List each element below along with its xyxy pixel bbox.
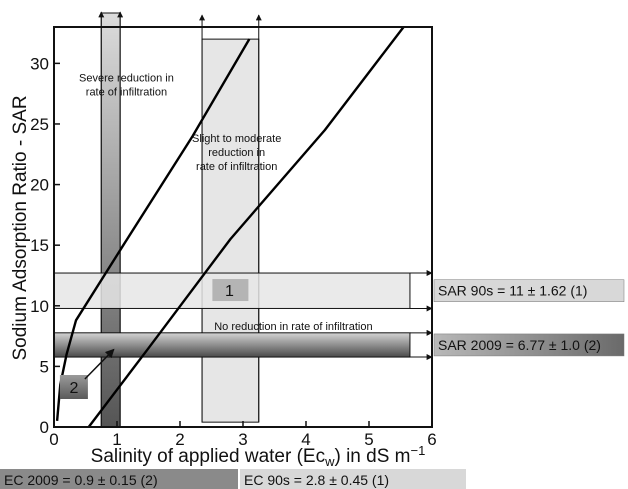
sar-2009-label-box (433, 333, 625, 357)
ec-2009-label-box (0, 469, 238, 489)
x-tick-label: 4 (301, 430, 310, 449)
zone-label-2: Slight to moderate reduction in rate of in… (192, 133, 281, 173)
sar-2009-band (53, 332, 411, 358)
y-tick-label: 30 (30, 54, 49, 73)
y-tick-label: 25 (30, 115, 49, 134)
marker-2-box (59, 375, 88, 399)
marker-2-arrow (84, 348, 115, 380)
series-line-2 (87, 26, 405, 428)
marker-2-label: 2 (69, 380, 78, 397)
y-tick-label: 0 (40, 418, 49, 437)
sar-90s-label-box (433, 279, 625, 302)
zone-label-1: Severe reduction in rate of infiltration (79, 73, 174, 99)
ec-2009-label: EC 2009 = 0.9 ± 0.15 (2) (4, 472, 158, 488)
x-tick-label: 6 (427, 430, 436, 449)
x-axis-title: Salinity of applied water (Ecw) in dS m−… (91, 443, 426, 469)
x-tick-label: 2 (175, 430, 184, 449)
ec-90s-label: EC 90s = 2.8 ± 0.45 (1) (244, 472, 389, 488)
y-tick-label: 10 (30, 297, 49, 316)
y-tick-label: 15 (30, 236, 49, 255)
ec-90s-band (201, 38, 260, 423)
x-tick-label: 1 (112, 430, 121, 449)
y-axis-title: Sodium Adsorption Ratio - SAR (10, 95, 31, 360)
annotation-layer: Severe reduction in rate of infiltration S… (0, 73, 625, 489)
ticks-layer: 0 1 2 3 4 5 6 0 5 10 15 20 25 30 (30, 54, 437, 449)
x-tick-label: 0 (49, 430, 58, 449)
sar-90s-label: SAR 90s = 11 ± 1.62 (1) (438, 283, 587, 299)
y-tick-label: 20 (30, 176, 49, 195)
ec-90s-label-box (240, 469, 466, 489)
x-tick-label: 3 (238, 430, 247, 449)
marker-1-label: 1 (225, 283, 234, 300)
y-tick-label: 5 (40, 357, 49, 376)
zone-label-3: No reduction in rate of infiltration (214, 321, 372, 333)
marker-1-box (212, 279, 249, 302)
sar-2009-label: SAR 2009 = 6.77 ± 1.0 (2) (438, 337, 601, 353)
x-tick-label: 5 (364, 430, 373, 449)
